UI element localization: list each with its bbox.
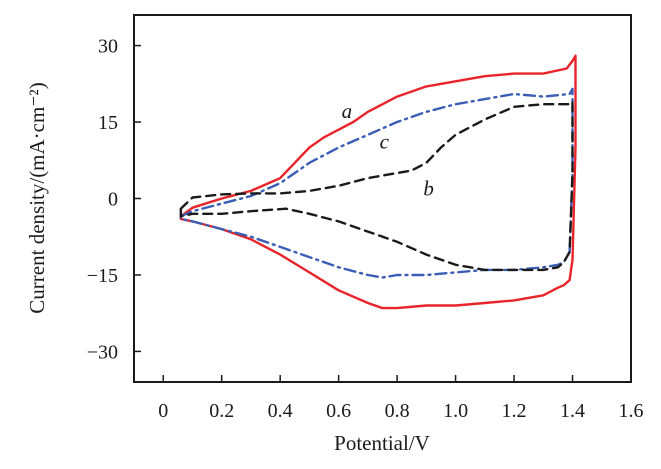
y-tick-label: 30 bbox=[98, 36, 118, 58]
curve-label-b: b bbox=[423, 176, 434, 200]
x-tick-label: 1.2 bbox=[502, 400, 527, 422]
series-line-b bbox=[179, 100, 574, 272]
x-tick-label: 0.4 bbox=[268, 400, 293, 422]
y-axis-title: Current density/(mA·cm⁻²) bbox=[25, 82, 49, 313]
x-tick-label: 0.8 bbox=[385, 400, 410, 422]
x-tick-label: 0.6 bbox=[326, 400, 351, 422]
x-tick-label: 0.2 bbox=[209, 400, 234, 422]
curve-label-a: a bbox=[342, 99, 353, 123]
y-tick-label: −30 bbox=[87, 341, 118, 363]
x-axis-title: Potential/V bbox=[334, 431, 430, 455]
x-tick-label: 0 bbox=[158, 400, 168, 422]
series-line-c bbox=[179, 87, 574, 279]
x-tick-label: 1.4 bbox=[560, 400, 585, 422]
series-layer bbox=[179, 54, 577, 310]
curve-label-c: c bbox=[380, 130, 390, 154]
y-tick-label: 15 bbox=[98, 112, 118, 134]
series-line-a bbox=[179, 54, 577, 310]
x-tick-label: 1.6 bbox=[619, 400, 644, 422]
y-axis-ticks: −30 −15 0 15 30 bbox=[87, 36, 141, 363]
y-tick-label: 0 bbox=[108, 189, 118, 211]
x-axis-ticks: 0 0.2 0.4 0.6 0.8 1.0 1.2 1.4 1.6 bbox=[158, 375, 644, 422]
x-tick-label: 1.0 bbox=[443, 400, 468, 422]
curve-labels: a c b bbox=[342, 99, 434, 200]
y-tick-label: −15 bbox=[87, 265, 118, 287]
